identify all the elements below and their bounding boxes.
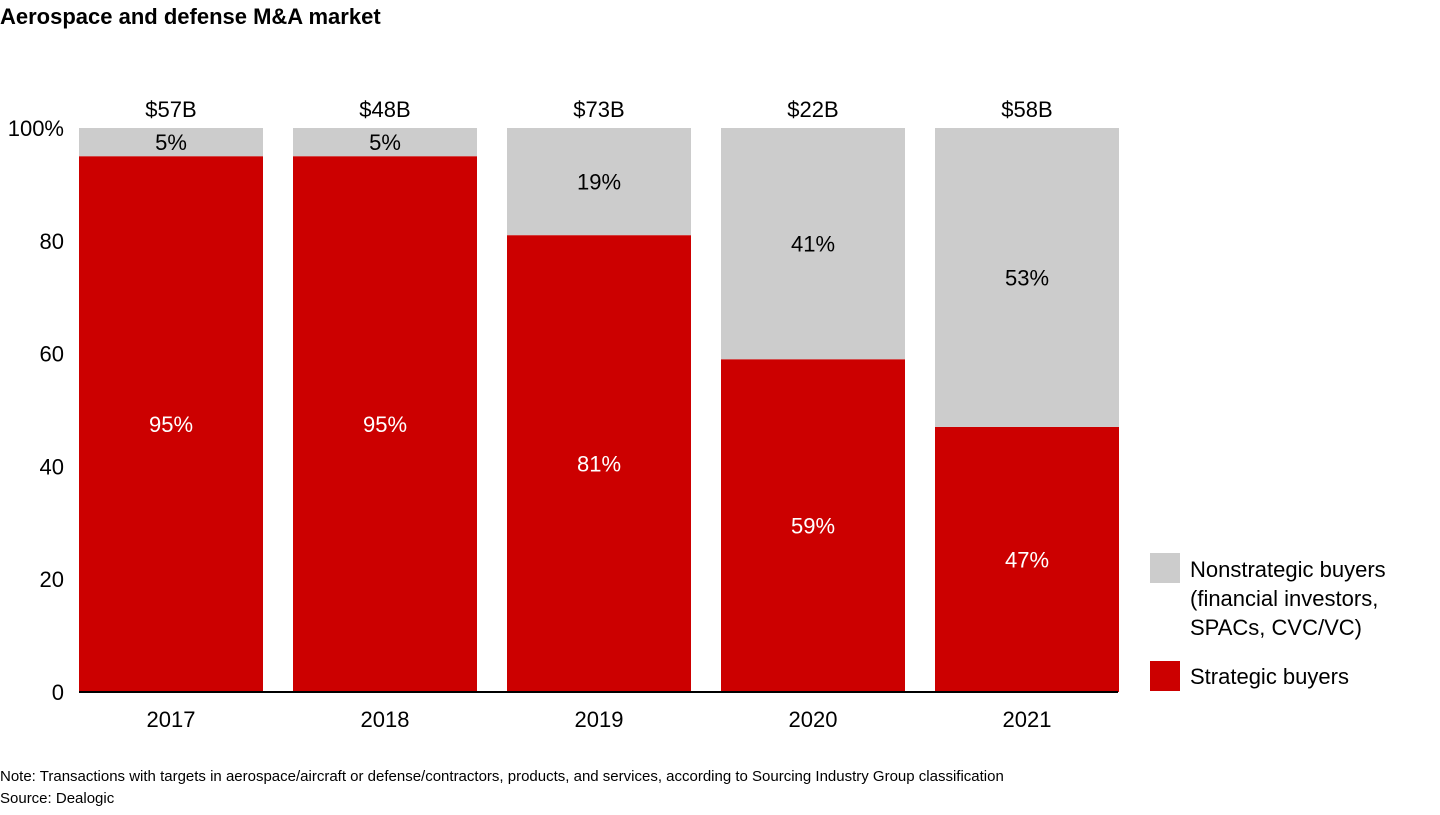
- bar-segment-strategic-2019: [507, 235, 691, 692]
- x-tick-label: 2021: [1003, 707, 1052, 732]
- total-label: $48B: [359, 97, 410, 122]
- x-tick-label: 2020: [789, 707, 838, 732]
- bar-segment-strategic-2018: [293, 156, 477, 692]
- y-tick-label: 20: [40, 567, 64, 592]
- y-tick-label: 100%: [8, 116, 64, 141]
- total-label: $58B: [1001, 97, 1052, 122]
- legend-swatch-strategic: [1150, 661, 1180, 691]
- total-label: $73B: [573, 97, 624, 122]
- note-text: Note: Transactions with targets in aeros…: [0, 768, 1004, 785]
- data-label: 53%: [1005, 265, 1049, 290]
- bar-segment-nonstrategic-2017: [79, 128, 263, 157]
- legend-label-nonstrategic: (financial investors,: [1190, 586, 1378, 611]
- data-label: 81%: [577, 452, 621, 477]
- total-label: $22B: [787, 97, 838, 122]
- y-tick-label: 0: [52, 680, 64, 705]
- legend-label-nonstrategic: SPACs, CVC/VC): [1190, 615, 1362, 640]
- data-label: 5%: [369, 130, 401, 155]
- data-label: 59%: [791, 514, 835, 539]
- source-text: Source: Dealogic: [0, 790, 115, 807]
- y-tick-label: 80: [40, 229, 64, 254]
- chart-title: Aerospace and defense M&A market: [0, 4, 381, 29]
- x-tick-label: 2019: [575, 707, 624, 732]
- bar-segment-nonstrategic-2018: [293, 128, 477, 157]
- legend-label-strategic: Strategic buyers: [1190, 664, 1349, 689]
- data-label: 95%: [149, 412, 193, 437]
- bar-segment-strategic-2021: [935, 426, 1119, 692]
- data-label: 47%: [1005, 547, 1049, 572]
- data-label: 95%: [363, 412, 407, 437]
- x-tick-label: 2018: [361, 707, 410, 732]
- bar-segment-nonstrategic-2019: [507, 128, 691, 236]
- bar-segment-strategic-2020: [721, 359, 905, 692]
- y-tick-label: 60: [40, 342, 64, 367]
- data-label: 41%: [791, 232, 835, 257]
- bar-segment-strategic-2017: [79, 156, 263, 692]
- bar-segment-nonstrategic-2021: [935, 128, 1119, 427]
- bar-segment-nonstrategic-2020: [721, 128, 905, 360]
- data-label: 5%: [155, 130, 187, 155]
- data-label: 19%: [577, 170, 621, 195]
- legend-label-nonstrategic: Nonstrategic buyers: [1190, 557, 1386, 582]
- x-tick-label: 2017: [147, 707, 196, 732]
- legend-swatch-nonstrategic: [1150, 553, 1180, 583]
- y-tick-label: 40: [40, 454, 64, 479]
- total-label: $57B: [145, 97, 196, 122]
